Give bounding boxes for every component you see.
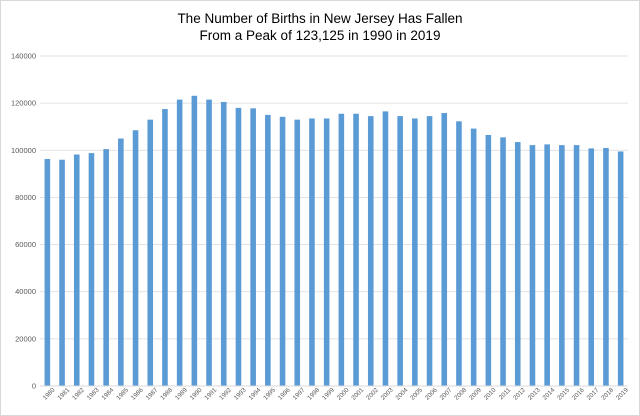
bar [485,134,492,386]
x-tick-label: 1990 [189,386,204,401]
bar [603,147,609,386]
bar [309,118,315,386]
y-tick-label: 80000 [15,193,36,202]
x-tick-label: 2011 [498,386,513,401]
x-tick-label: 1982 [71,386,86,401]
x-tick-label: 1980 [42,386,57,401]
bar [529,145,536,386]
x-tick-label: 2005 [409,386,424,401]
x-tick-label: 1994 [247,386,262,401]
x-tick-label: 2010 [483,386,498,401]
x-tick-label: 2000 [336,386,351,401]
y-axis-tick-labels: 0 20000 40000 60000 80000 100000 120000 140000 [11,52,36,391]
bar [162,109,168,387]
x-tick-label: 1999 [321,386,336,401]
y-tick-label: 40000 [15,287,36,296]
x-tick-label: 2001 [350,386,365,401]
x-tick-label: 2016 [571,386,586,401]
x-tick-label: 1988 [159,386,174,401]
bar [456,121,462,387]
x-tick-label: 2003 [380,386,395,401]
bar [412,118,418,386]
x-tick-label: 2007 [439,386,454,401]
x-tick-label: 1984 [100,386,115,401]
y-tick-label: 20000 [15,334,36,343]
bar [103,149,109,386]
x-tick-label: 1997 [292,386,307,401]
x-tick-label: 2019 [615,386,630,401]
bar [132,130,139,386]
bar [441,113,448,387]
y-tick-label: 140000 [11,52,36,61]
x-tick-label: 1986 [130,386,145,401]
bars [44,95,624,387]
bar [73,154,80,386]
x-tick-label: 1983 [86,386,101,401]
x-axis-tick-labels: 1980 1981 1982 1983 1984 1985 1986 1987 1988 1989… [42,386,631,401]
bar [176,99,183,386]
x-tick-label: 1996 [277,386,292,401]
bar [294,119,301,387]
bar [220,101,227,386]
x-tick-label: 2002 [365,386,380,401]
x-tick-label: 1987 [145,386,160,401]
x-tick-label: 2017 [586,386,601,401]
bar [470,128,477,386]
bar [44,159,51,386]
bar [573,145,580,386]
bar [514,142,521,386]
bar [250,108,256,386]
bar [88,153,95,386]
x-tick-label: 1989 [174,386,189,401]
bar [338,113,345,386]
x-tick-label: 2012 [512,386,527,401]
chart-title-line-2: From a Peak of 123,125 in 1990 in 2019 [199,28,441,43]
x-tick-label: 1985 [115,386,130,401]
bar [235,107,242,386]
y-tick-label: 0 [32,382,36,391]
x-tick-label: 1995 [262,386,277,401]
x-tick-label: 1991 [203,386,218,401]
bar [353,113,359,386]
x-tick-label: 1998 [306,386,321,401]
x-tick-label: 2009 [468,386,483,401]
x-tick-label: 2018 [600,386,615,401]
bar [397,116,403,386]
x-tick-label: 1993 [233,386,248,401]
bar [559,145,565,386]
x-tick-label: 1992 [218,386,233,401]
gridlines [40,55,628,340]
chart-title-line-1: The Number of Births in New Jersey Has F… [177,11,463,26]
y-tick-label: 100000 [11,146,36,155]
x-tick-label: 2004 [394,386,409,401]
chart-title: The Number of Births in New Jersey Has F… [0,10,640,44]
x-tick-label: 2006 [424,386,439,401]
bar [118,138,124,386]
bar [500,137,506,386]
y-tick-label: 120000 [11,99,36,108]
x-tick-label: 2015 [556,386,571,401]
bar [544,144,550,386]
bar [323,118,330,386]
bar [426,116,433,386]
bar [367,116,374,386]
bar [279,116,286,387]
x-tick-label: 2013 [527,386,542,401]
bar [265,114,271,386]
bar [382,111,389,387]
x-tick-label: 1981 [56,386,71,401]
bar [59,159,65,386]
bar [206,99,212,386]
x-tick-label: 2014 [541,386,556,401]
y-tick-label: 60000 [15,240,36,249]
bar [147,119,154,387]
x-tick-label: 2008 [453,386,468,401]
bar [588,148,595,386]
bar [191,95,198,386]
bar [617,151,624,386]
